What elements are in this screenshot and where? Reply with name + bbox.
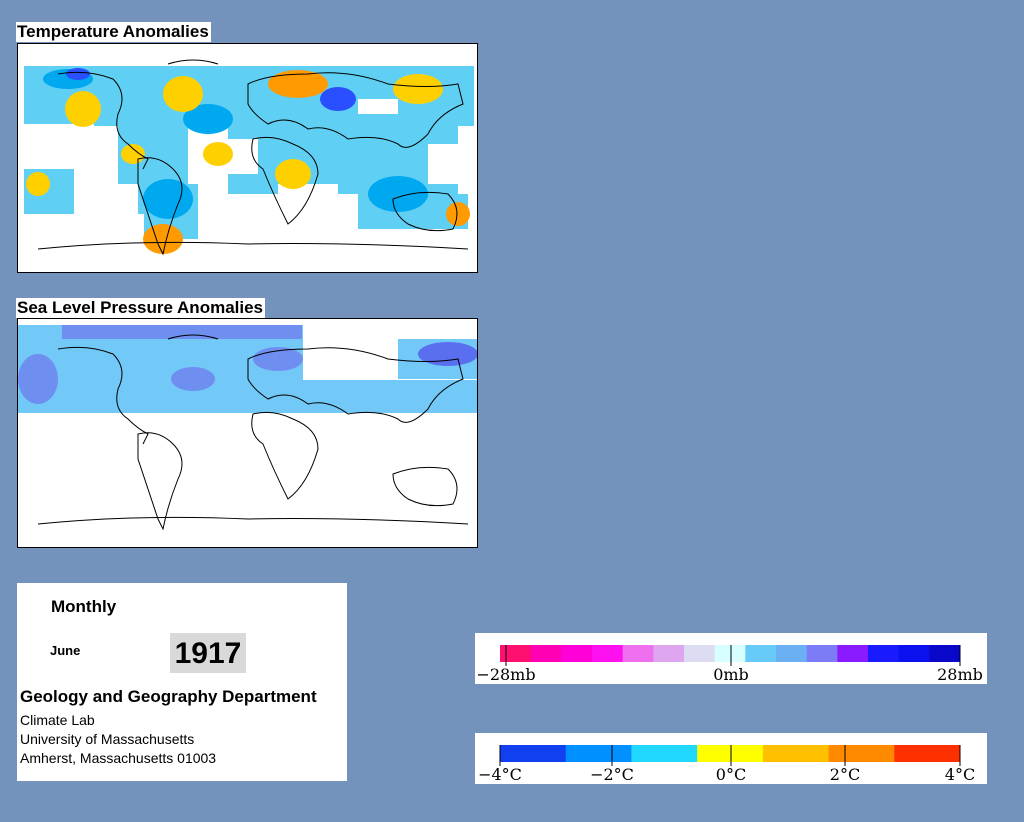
pressure-legend-swatch bbox=[622, 645, 654, 662]
pressure-legend-swatch bbox=[592, 645, 624, 662]
pressure-legend-swatch bbox=[530, 645, 562, 662]
pressure-legend-swatch bbox=[806, 645, 838, 662]
temperature-legend-swatch bbox=[697, 745, 764, 762]
temperature-legend: −4°C −2°C 0°C 2°C 4°C bbox=[475, 733, 987, 784]
temperature-legend-swatch bbox=[631, 745, 698, 762]
temperature-legend-swatch bbox=[565, 745, 632, 762]
month-label: June bbox=[50, 643, 81, 658]
temperature-legend-swatch bbox=[894, 745, 961, 762]
pressure-legend-swatch bbox=[776, 645, 808, 662]
info-panel: Monthly June 1917 Geology and Geography … bbox=[17, 583, 347, 781]
period-mode: Monthly bbox=[51, 597, 117, 616]
pressure-legend-swatch bbox=[929, 645, 961, 662]
lab-name: Climate Lab bbox=[20, 712, 95, 728]
pressure-legend-swatch bbox=[898, 645, 930, 662]
temperature-legend-tick-label: −2°C bbox=[590, 765, 634, 784]
pressure-legend-swatch bbox=[561, 645, 593, 662]
temperature-legend-tick-label: 4°C bbox=[945, 765, 975, 784]
land-outline bbox=[37, 59, 469, 256]
pressure-legend-tick-label: 0mb bbox=[713, 665, 749, 684]
pressure-legend-swatch bbox=[745, 645, 777, 662]
pressure-legend-swatch bbox=[653, 645, 685, 662]
address-line: Amherst, Massachusetts 01003 bbox=[20, 750, 217, 766]
temperature-legend-swatch bbox=[762, 745, 830, 762]
pressure-anomaly-map bbox=[17, 318, 478, 548]
pressure-legend-swatch bbox=[714, 645, 746, 662]
pressure-legend-swatch bbox=[684, 645, 716, 662]
pressure-map-title: Sea Level Pressure Anomalies bbox=[16, 298, 266, 318]
temperature-legend-swatch bbox=[500, 745, 567, 762]
temperature-anomaly-fill bbox=[24, 66, 476, 272]
temperature-legend-tick-label: 2°C bbox=[830, 765, 860, 784]
temperature-anomaly-map bbox=[17, 43, 478, 273]
pressure-legend-tick-label: 28mb bbox=[937, 665, 983, 684]
pressure-legend-swatch bbox=[837, 645, 869, 662]
university-name: University of Massachusetts bbox=[20, 731, 195, 747]
year-display: 1917 bbox=[170, 633, 246, 673]
temperature-legend-swatch bbox=[828, 745, 895, 762]
pressure-legend-swatch bbox=[868, 645, 900, 662]
pressure-legend: −28mb 0mb 28mb bbox=[475, 633, 987, 684]
temperature-legend-tick-label: −4°C bbox=[478, 765, 522, 784]
land-outline bbox=[37, 334, 469, 531]
temperature-map-title: Temperature Anomalies bbox=[16, 22, 211, 42]
department-name: Geology and Geography Department bbox=[20, 687, 317, 706]
pressure-legend-swatch bbox=[500, 645, 532, 662]
temperature-legend-tick-label: 0°C bbox=[716, 765, 746, 784]
pressure-legend-tick-label: −28mb bbox=[476, 665, 535, 684]
